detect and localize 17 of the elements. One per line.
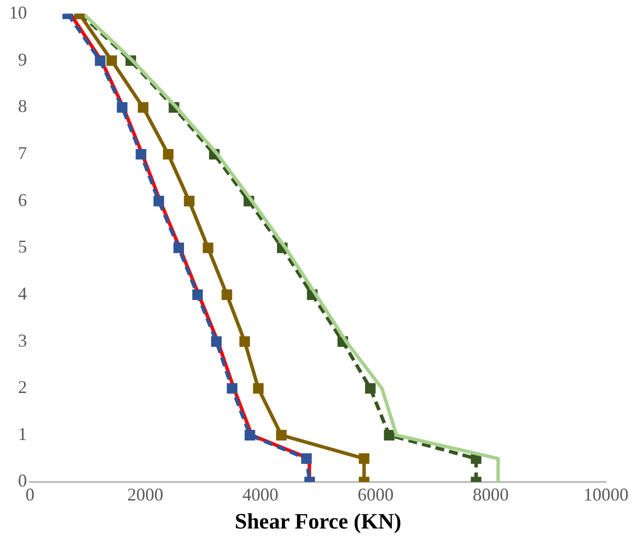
x-tick-label: 6000: [358, 484, 394, 505]
y-tick-label: 10: [9, 2, 27, 23]
y-tick-label: 7: [18, 142, 27, 163]
y-tick-label: 4: [18, 283, 27, 304]
x-tick-label: 4000: [242, 484, 278, 505]
x-tick-label: 8000: [472, 484, 509, 505]
x-tick-label: 10000: [584, 484, 628, 505]
y-tick-label: 9: [18, 49, 27, 70]
x-axis-title: Shear Force (KN): [234, 508, 402, 534]
y-tick-label: 3: [18, 330, 27, 350]
y-tick-label: 1: [18, 424, 27, 444]
x-tick-label: 2000: [127, 484, 164, 505]
y-tick-label: 5: [18, 236, 27, 257]
y-tick-label: 0: [18, 470, 27, 491]
y-tick-label: 2: [18, 377, 27, 398]
y-tick-label: 8: [18, 96, 27, 116]
y-tick-label: 6: [18, 190, 27, 210]
